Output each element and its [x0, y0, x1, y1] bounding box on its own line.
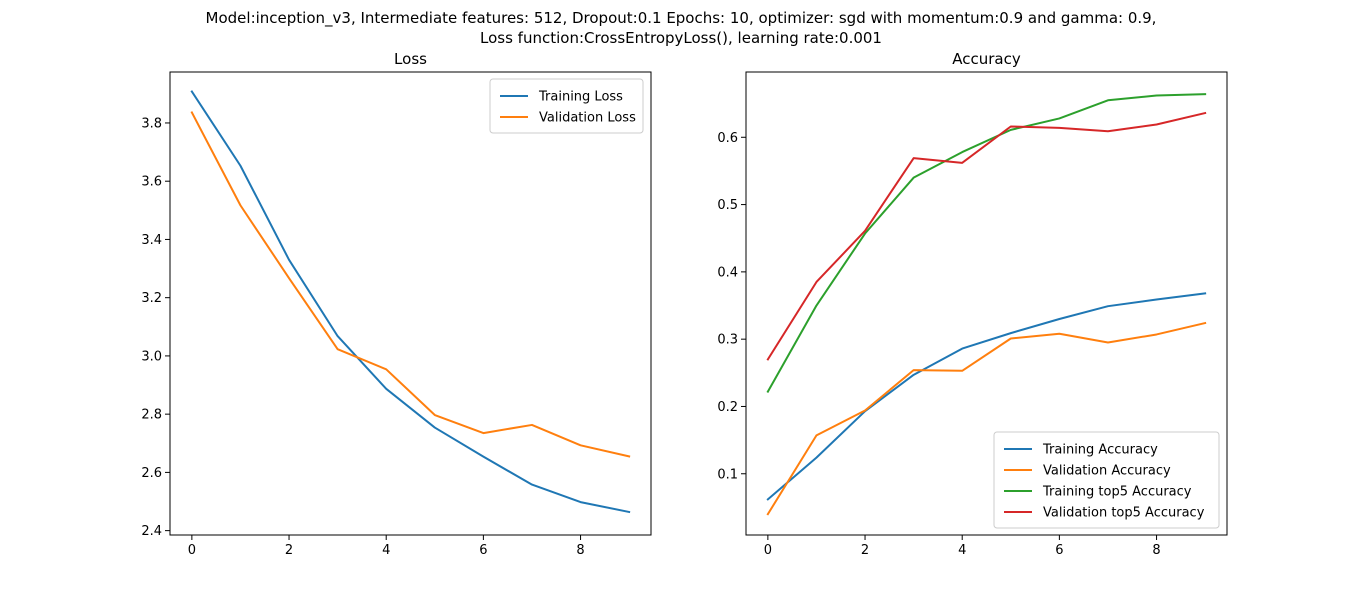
chart-loss-ytick-label: 3.2	[141, 291, 162, 306]
chart-accuracy-legend-label-validation-top5-accuracy: Validation top5 Accuracy	[1043, 506, 1205, 521]
chart-loss-line-validation-loss	[190, 111, 631, 458]
chart-loss: Loss 0 2 4 6 8 2.4 2.6 2.8 3.0 3.2 3.4 3.6 3.8 Trainin…	[141, 50, 652, 558]
chart-loss-xtick-label: 4	[382, 543, 390, 558]
chart-accuracy-xtick-label: 0	[764, 543, 772, 558]
chart-loss-legend: Training Loss Validation Loss	[489, 78, 644, 134]
chart-loss-title: Loss	[394, 50, 427, 68]
chart-accuracy-line-training-accuracy	[766, 292, 1207, 501]
chart-loss-ytick-label: 3.8	[141, 116, 162, 131]
chart-accuracy-xtick-label: 6	[1055, 543, 1063, 558]
chart-accuracy: Accuracy 0 2 4 6 8 0.1 0.2 0.3 0.4 0.5 0.6 Training …	[717, 50, 1228, 558]
chart-accuracy-line-validation-accuracy	[766, 321, 1207, 516]
chart-loss-ytick-label: 3.0	[141, 349, 162, 364]
chart-loss-axes-frame	[169, 71, 652, 536]
chart-accuracy-legend-label-training-top5-accuracy: Training top5 Accuracy	[1042, 485, 1192, 500]
chart-accuracy-legend-box	[993, 431, 1220, 529]
chart-loss-ytick-label: 3.4	[141, 233, 162, 248]
chart-accuracy-line-training-top5-accuracy	[766, 93, 1207, 394]
figure-title-line-1: Model:inception_v3, Intermediate feature…	[205, 9, 1157, 27]
chart-loss-ytick-label: 2.4	[141, 524, 162, 539]
chart-accuracy-xtick-label: 2	[861, 543, 869, 558]
chart-accuracy-line-validation-top5-accuracy	[766, 111, 1207, 361]
chart-loss-line-training-loss	[190, 90, 631, 514]
chart-loss-xtick-label: 0	[188, 543, 196, 558]
chart-accuracy-axes-frame	[745, 71, 1228, 536]
chart-loss-xtick-label: 2	[285, 543, 293, 558]
chart-loss-legend-box	[489, 78, 644, 134]
chart-accuracy-ytick-label: 0.2	[717, 400, 738, 415]
figure-title-line-2: Loss function:CrossEntropyLoss(), learni…	[480, 29, 882, 47]
chart-accuracy-title: Accuracy	[952, 50, 1021, 68]
chart-accuracy-ytick-label: 0.5	[717, 198, 738, 213]
chart-accuracy-ytick-label: 0.1	[717, 467, 738, 482]
chart-loss-xtick-label: 8	[576, 543, 584, 558]
chart-loss-legend-label-training-loss: Training Loss	[538, 90, 623, 105]
chart-loss-ytick-label: 2.8	[141, 408, 162, 423]
chart-accuracy-legend-label-validation-accuracy: Validation Accuracy	[1043, 464, 1171, 479]
chart-accuracy-legend: Training Accuracy Validation Accuracy Trai…	[993, 431, 1220, 529]
chart-accuracy-ytick-label: 0.4	[717, 265, 738, 280]
chart-loss-legend-label-validation-loss: Validation Loss	[539, 111, 636, 126]
chart-loss-ytick-label: 3.6	[141, 175, 162, 190]
chart-accuracy-xtick-label: 4	[958, 543, 966, 558]
chart-accuracy-legend-label-training-accuracy: Training Accuracy	[1042, 443, 1158, 458]
chart-loss-ytick-label: 2.6	[141, 466, 162, 481]
chart-accuracy-ytick-label: 0.6	[717, 131, 738, 146]
chart-accuracy-ytick-label: 0.3	[717, 333, 738, 348]
chart-loss-xtick-label: 6	[479, 543, 487, 558]
chart-accuracy-xtick-label: 8	[1152, 543, 1160, 558]
